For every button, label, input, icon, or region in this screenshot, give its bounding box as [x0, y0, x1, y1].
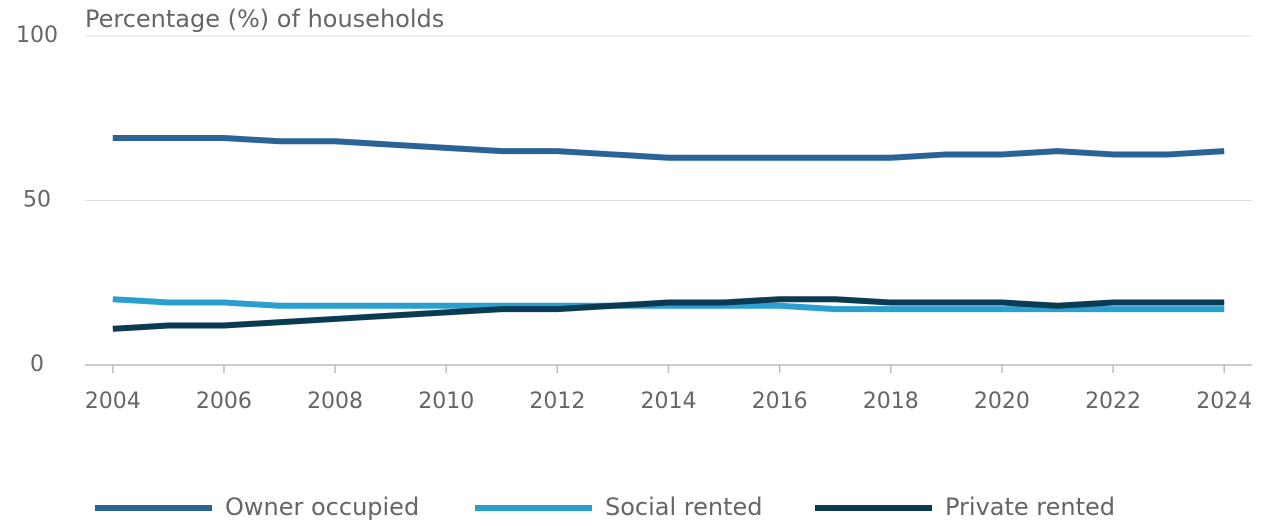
x-tick-label: 2020 [974, 389, 1030, 414]
x-tick-label: 2018 [863, 389, 919, 414]
line [112, 296, 1225, 313]
x-tick-label: 2024 [1196, 389, 1252, 414]
x-tick-label: 2004 [85, 389, 141, 414]
x-tick-label: 2022 [1085, 389, 1141, 414]
legend-label: Social rented [605, 493, 763, 521]
line [112, 296, 1225, 332]
x-tick-label: 2008 [307, 389, 363, 414]
x-tick-label: 2010 [418, 389, 474, 414]
x-tick-label: 2016 [752, 389, 808, 414]
x-tick-label: 2014 [641, 389, 697, 414]
x-tick-label: 2012 [529, 389, 585, 414]
y-tick-label: 100 [16, 23, 58, 48]
y-tick-label: 50 [23, 188, 51, 213]
legend-label: Private rented [945, 493, 1115, 521]
y-axis-label: Percentage (%) of households [85, 5, 444, 33]
y-tick-label: 0 [30, 352, 44, 377]
line [112, 134, 1225, 161]
x-tick-label: 2006 [196, 389, 252, 414]
legend-label: Owner occupied [225, 493, 419, 521]
